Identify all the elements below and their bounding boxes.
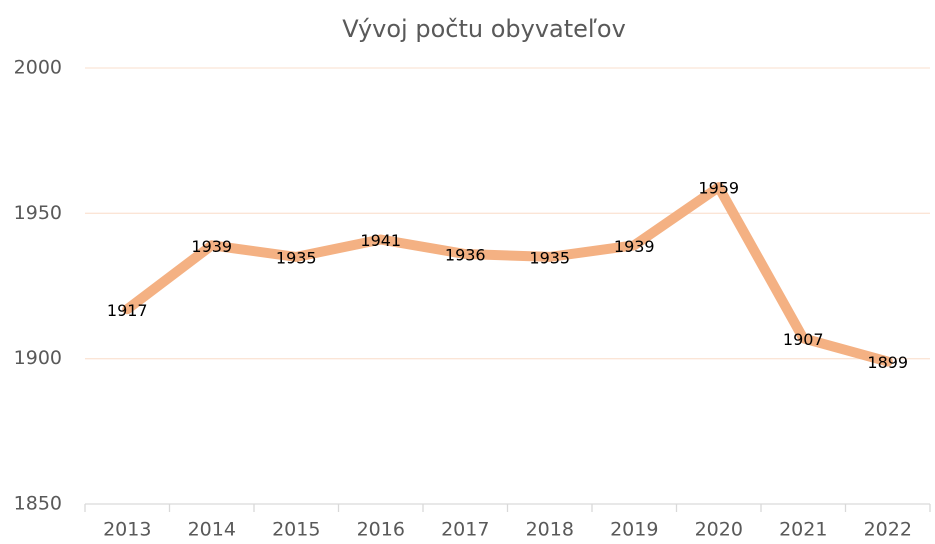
x-tick-label: 2016 bbox=[357, 519, 405, 541]
chart-title: Vývoj počtu obyvateľov bbox=[342, 15, 626, 43]
x-tick-label: 2014 bbox=[188, 519, 236, 541]
x-tick-label: 2017 bbox=[441, 519, 489, 541]
x-tick-label: 2022 bbox=[864, 519, 912, 541]
x-tick-label: 2015 bbox=[272, 519, 320, 541]
x-tick-label: 2021 bbox=[779, 519, 827, 541]
data-label: 1939 bbox=[191, 237, 232, 256]
data-label: 1899 bbox=[867, 353, 908, 372]
y-tick-label: 1850 bbox=[14, 493, 62, 515]
y-tick-label: 2000 bbox=[14, 57, 62, 79]
data-label: 1939 bbox=[614, 237, 655, 256]
data-label: 1941 bbox=[360, 231, 401, 250]
y-tick-label: 1950 bbox=[14, 202, 62, 224]
x-tick-label: 2013 bbox=[103, 519, 151, 541]
x-tick-label: 2019 bbox=[610, 519, 658, 541]
data-label: 1936 bbox=[445, 246, 486, 265]
data-line bbox=[122, 182, 893, 367]
data-label: 1917 bbox=[107, 301, 148, 320]
data-label: 1935 bbox=[529, 248, 570, 267]
data-label: 1959 bbox=[698, 179, 739, 198]
data-label: 1935 bbox=[276, 248, 317, 267]
data-label: 1907 bbox=[783, 330, 824, 349]
y-tick-label: 1900 bbox=[14, 347, 62, 369]
x-tick-label: 2020 bbox=[695, 519, 743, 541]
x-tick-label: 2018 bbox=[526, 519, 574, 541]
